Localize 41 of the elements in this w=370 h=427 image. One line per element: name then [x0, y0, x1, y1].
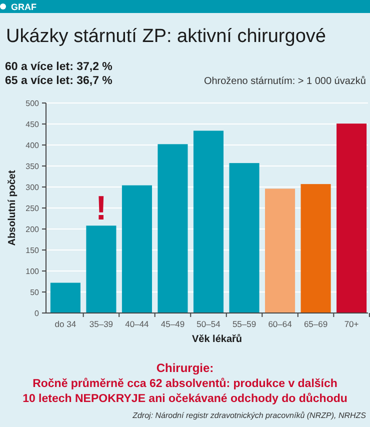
y-tick-label: 500: [26, 99, 40, 108]
bar: [300, 184, 331, 313]
bar: [86, 226, 116, 313]
text: Ohroženo stárnutím: > 1 000 úvazků: [204, 75, 366, 87]
bar: [193, 130, 224, 313]
x-tick-label: 65–69: [304, 319, 328, 329]
annotation: !: [96, 190, 107, 228]
bar: [158, 144, 188, 313]
y-tick-label: 250: [26, 204, 40, 213]
x-axis-title: Věk lékařů: [192, 333, 242, 345]
y-tick-label: 150: [26, 246, 40, 255]
y-tick-label: 400: [26, 141, 40, 150]
bar: [122, 185, 152, 313]
bar: [265, 188, 296, 313]
x-tick-label: 45–49: [160, 319, 185, 329]
text: Ročně průměrně cca 62 absolventů: produkce v dalších: [32, 377, 338, 390]
y-tick-label: 300: [26, 183, 40, 192]
bar: [50, 282, 80, 313]
bar: [336, 124, 367, 313]
text: 60 a více let: 37,2 %: [5, 61, 112, 73]
x-tick-label: 60–64: [268, 319, 292, 329]
y-tick-label: 200: [26, 225, 40, 234]
text: GRAF: [11, 2, 37, 12]
text: 65 a více let: 36,7 %: [5, 75, 112, 87]
y-tick-label: 450: [26, 120, 40, 129]
y-tick-label: 0: [34, 309, 40, 318]
chart-title: Ukázky stárnutí ZP: aktivní chirurgové: [6, 26, 326, 47]
x-tick-label: 40–44: [125, 319, 150, 329]
x-tick-label: 35–39: [89, 319, 114, 329]
text: 10 letech NEPOKRYJE ani očekávané odchody do důchodu: [22, 392, 348, 405]
y-tick-label: 100: [26, 267, 40, 276]
text: Chirurgie:: [156, 361, 214, 375]
x-tick-label: 55–59: [232, 319, 256, 329]
x-tick-label: do 34: [54, 319, 76, 329]
y-axis-title: Absolutní počet: [7, 170, 18, 246]
x-tick-label: 70+: [344, 319, 359, 329]
bar: [229, 163, 260, 313]
x-tick-label: 50–54: [196, 319, 221, 329]
y-tick-label: 350: [26, 162, 40, 171]
text: Zdroj: Národní registr zdravotnických pracovníků (NRZP), NRHZS: [132, 411, 367, 420]
y-tick-label: 50: [30, 288, 40, 297]
